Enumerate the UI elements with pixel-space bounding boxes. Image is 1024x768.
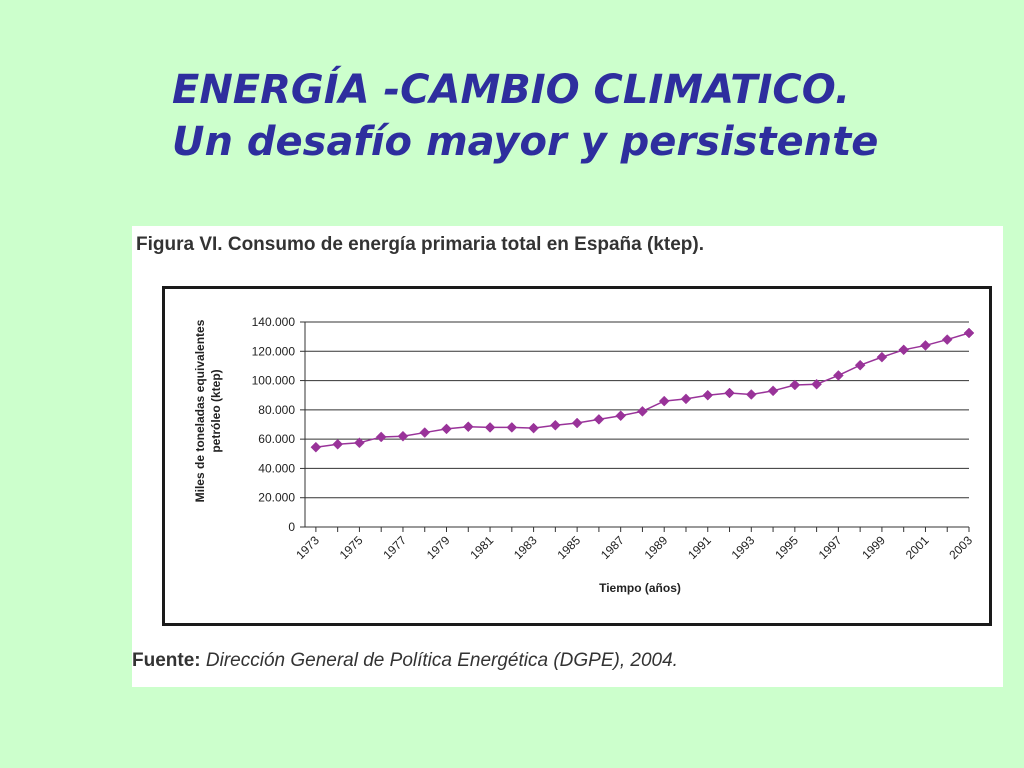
x-tick-label: 1973 — [293, 533, 322, 562]
y-tick-label: 100.000 — [252, 374, 296, 388]
slide-title-line1: ENERGÍA -CAMBIO CLIMATICO. — [172, 67, 851, 113]
axes — [300, 321, 970, 532]
energy-consumption-chart: 0 20.000 40.000 60.000 80.000 100.000 120.000 1… — [193, 315, 975, 595]
data-point — [854, 359, 866, 371]
data-point — [658, 395, 670, 407]
x-axis-label: Tiempo (años) — [599, 581, 681, 595]
data-point — [898, 344, 910, 356]
data-point — [332, 438, 344, 450]
data-point — [419, 427, 431, 438]
data-point — [941, 334, 953, 345]
x-tick-labels: 1973 1975 1977 1979 1981 1983 1985 1987 1989 1991… — [293, 533, 975, 562]
source-label: Fuente: — [132, 650, 201, 671]
data-point — [375, 431, 387, 443]
data-point — [593, 414, 605, 425]
data-point — [354, 437, 365, 449]
data-point — [484, 422, 496, 433]
data-point — [680, 393, 692, 405]
data-point — [310, 441, 322, 453]
x-tick-label: 2001 — [903, 533, 932, 562]
data-point — [571, 417, 583, 429]
data-point — [615, 410, 627, 422]
data-point — [876, 351, 888, 363]
y-tick-label: 120.000 — [252, 344, 296, 358]
data-point — [637, 405, 648, 417]
source-note: Fuente: Dirección General de Política En… — [132, 650, 678, 672]
x-tick-label: 1989 — [642, 533, 671, 562]
data-point — [963, 327, 975, 339]
x-tick-label: 1981 — [467, 533, 496, 562]
data-point — [550, 419, 561, 431]
y-tick-label: 0 — [288, 520, 295, 534]
data-point — [767, 385, 779, 397]
y-tick-label: 140.000 — [252, 315, 296, 329]
x-tick-label: 1991 — [685, 533, 714, 562]
slide-title-line2: Un desafío mayor y persistente — [172, 119, 879, 165]
data-point — [789, 379, 801, 391]
x-tick-label: 1983 — [511, 533, 540, 562]
data-point — [506, 422, 518, 433]
y-tick-label: 80.000 — [258, 403, 295, 417]
series-layer — [310, 327, 975, 453]
data-point — [397, 430, 409, 442]
data-point — [833, 370, 844, 381]
y-tick-labels: 0 20.000 40.000 60.000 80.000 100.000 120.000 1… — [252, 315, 296, 534]
x-tick-label: 1979 — [424, 533, 453, 562]
x-tick-label: 1975 — [337, 533, 366, 562]
figure-caption: Figura VI. Consumo de energía primaria t… — [136, 234, 705, 255]
chart-frame: 0 20.000 40.000 60.000 80.000 100.000 120.000 1… — [162, 286, 992, 626]
data-point — [920, 340, 931, 351]
x-tick-label: 1985 — [554, 533, 583, 562]
data-point — [528, 422, 539, 434]
data-point — [702, 389, 714, 401]
source-text: Dirección General de Política Energética… — [205, 650, 678, 671]
x-tick-label: 2003 — [946, 533, 975, 562]
data-point — [811, 378, 822, 390]
y-axis-label-line2: petróleo (ktep) — [209, 369, 223, 452]
y-tick-label: 20.000 — [258, 491, 295, 505]
x-tick-label: 1997 — [816, 533, 845, 562]
y-tick-label: 40.000 — [258, 461, 295, 475]
y-axis-label-line1: Miles de toneladas equivalentes — [193, 319, 207, 502]
slide-title: ENERGÍA -CAMBIO CLIMATICO. Un desafío ma… — [172, 64, 878, 168]
y-tick-label: 60.000 — [258, 432, 295, 446]
x-tick-label: 1987 — [598, 533, 627, 562]
data-point — [462, 421, 474, 433]
data-point — [441, 423, 452, 435]
data-point — [745, 389, 757, 400]
x-tick-label: 1977 — [380, 533, 409, 562]
x-tick-label: 1993 — [729, 533, 758, 562]
series-line — [315, 332, 970, 448]
figure-panel: Figura VI. Consumo de energía primaria t… — [132, 226, 1003, 687]
data-point — [724, 387, 735, 399]
grid-lines — [305, 321, 969, 499]
x-tick-label: 1995 — [772, 533, 801, 562]
x-tick-label: 1999 — [859, 533, 888, 562]
